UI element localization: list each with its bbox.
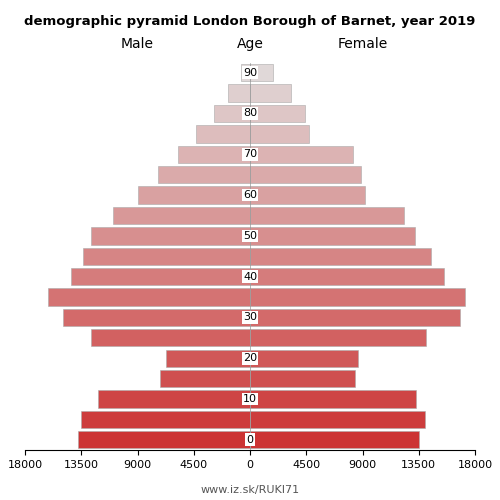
Bar [250,288,465,306]
Bar [250,350,358,367]
Bar [250,207,404,224]
Bar [72,268,250,285]
Text: 10: 10 [243,394,257,404]
Bar [250,329,426,346]
Text: 90: 90 [243,68,257,78]
Bar [241,64,250,82]
Bar [81,410,250,428]
Bar [48,288,250,306]
Bar [250,431,419,448]
Bar [112,207,250,224]
Text: 20: 20 [243,353,257,363]
Bar [82,248,250,265]
Bar [91,227,250,244]
Bar [98,390,250,407]
Bar [160,370,250,388]
Text: Age: Age [236,37,264,51]
Text: 80: 80 [243,108,257,118]
Text: 60: 60 [243,190,257,200]
Bar [250,390,416,407]
Text: 40: 40 [243,272,257,281]
Bar [250,146,352,163]
Bar [250,84,291,102]
Bar [178,146,250,163]
Bar [196,125,250,142]
Bar [250,248,431,265]
Bar [62,309,250,326]
Bar [138,186,250,204]
Bar [250,186,365,204]
Text: 0: 0 [246,435,254,445]
Bar [250,166,361,184]
Bar [158,166,250,184]
Bar [250,227,415,244]
Bar [250,64,272,82]
Bar [250,410,425,428]
Bar [78,431,250,448]
Bar [250,268,444,285]
Text: 50: 50 [243,231,257,241]
Text: Male: Male [121,37,154,51]
Text: 70: 70 [243,150,257,160]
Text: www.iz.sk/RUKI71: www.iz.sk/RUKI71 [200,485,300,495]
Bar [250,125,309,142]
Bar [250,309,460,326]
Bar [214,105,250,122]
Bar [250,370,355,388]
Text: demographic pyramid London Borough of Barnet, year 2019: demographic pyramid London Borough of Ba… [24,15,475,28]
Bar [250,105,305,122]
Bar [166,350,250,367]
Text: Female: Female [338,37,388,51]
Bar [91,329,250,346]
Text: 30: 30 [243,312,257,322]
Bar [228,84,250,102]
